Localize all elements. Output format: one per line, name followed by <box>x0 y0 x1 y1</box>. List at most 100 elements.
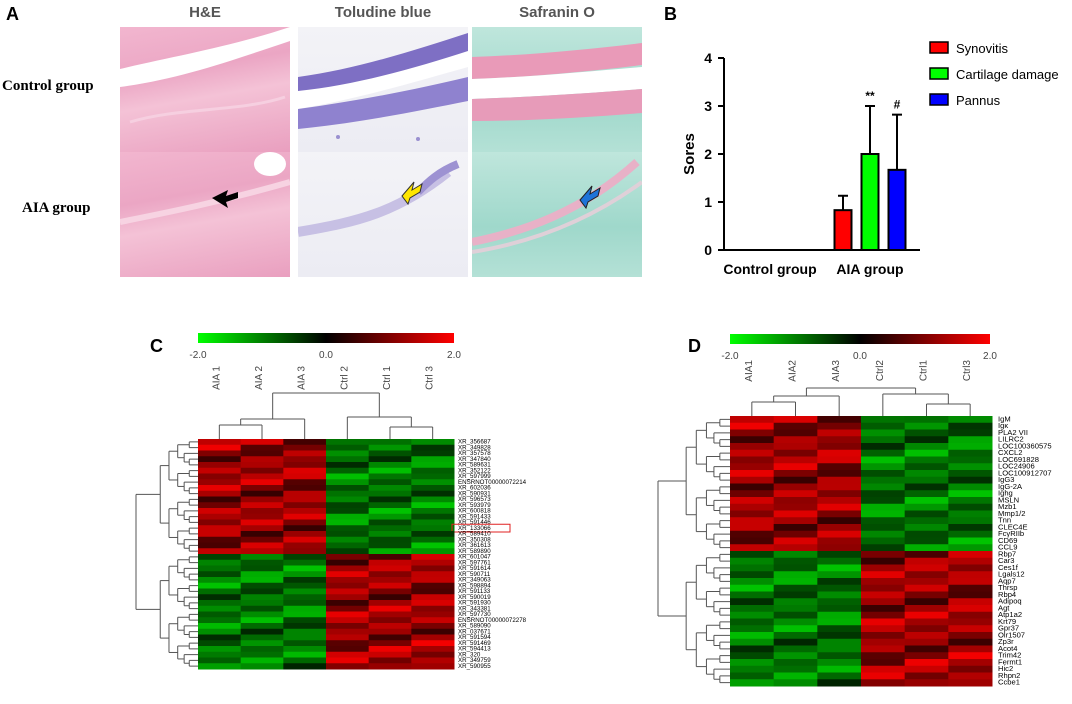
heatmap-cell <box>198 634 242 641</box>
heatmap-cell <box>198 623 242 630</box>
heatmap-cell <box>240 456 284 463</box>
heatmap-cell <box>861 476 906 484</box>
heatmap-cell <box>368 640 412 647</box>
highlight-box <box>451 523 511 533</box>
heatmap-cell <box>904 470 949 478</box>
heatmap-cell <box>817 632 862 640</box>
gene-label: IgG-2A <box>998 482 1023 491</box>
heatmap-cell <box>198 657 242 664</box>
heatmap-cell <box>368 559 412 566</box>
heatmap-cell <box>730 510 775 518</box>
gene-label: Aqp7 <box>998 576 1016 585</box>
heatmap-cell <box>773 524 818 532</box>
heatmap-cell <box>861 645 906 653</box>
heatmap-cell <box>948 490 993 498</box>
heatmap-cell <box>773 551 818 559</box>
panel-label-c: C <box>150 336 163 356</box>
y-axis-label: Sores <box>681 133 698 175</box>
heatmap-cell <box>730 679 775 687</box>
heatmap-cell <box>904 517 949 525</box>
y-tick-label: 4 <box>704 50 712 66</box>
heatmap-cell <box>198 456 242 463</box>
gene-label: XR_356687 <box>458 439 491 446</box>
heatmap-cell <box>240 554 284 561</box>
heatmap-cell <box>368 444 412 451</box>
heatmap-cell <box>411 657 455 664</box>
gene-label: XR_597730 <box>458 611 491 618</box>
heatmap-cell <box>773 436 818 444</box>
heatmap-cell <box>411 588 455 595</box>
heatmap-cell <box>411 628 455 635</box>
heatmap-cell <box>817 625 862 633</box>
heatmap-cell <box>368 473 412 480</box>
column-label: AIA3 <box>831 360 842 382</box>
heatmap-cell <box>948 429 993 437</box>
heatmap-cell <box>240 634 284 641</box>
heatmap-cell <box>283 657 327 664</box>
heatmap-cell <box>948 422 993 430</box>
gene-label: XR_590955 <box>458 663 491 670</box>
heatmap-cell <box>948 416 993 424</box>
image-control-safranin <box>472 27 642 152</box>
heatmap-cell <box>773 605 818 613</box>
heatmap-cell <box>198 663 242 670</box>
gene-label: XR_361613 <box>458 542 491 549</box>
gene-label: XR_590019 <box>458 594 491 601</box>
heatmap-cell <box>817 598 862 606</box>
gene-label: Krt79 <box>998 617 1016 626</box>
gene-label: XR_589090 <box>458 623 491 630</box>
heatmap-cell <box>817 503 862 511</box>
gene-label: Rhpn2 <box>998 671 1020 680</box>
heatmap-cell <box>326 600 370 607</box>
heatmap-cell <box>904 463 949 471</box>
heatmap-cell <box>948 652 993 660</box>
heatmap-cell <box>240 594 284 601</box>
bar <box>887 168 907 251</box>
heatmap-cell <box>198 467 242 474</box>
heatmap-cell <box>368 531 412 538</box>
heatmap-cell <box>411 502 455 509</box>
heatmap-cell <box>773 564 818 572</box>
bar <box>860 153 880 251</box>
gene-label: CLEC4E <box>998 522 1028 531</box>
heatmap-cell <box>817 470 862 478</box>
heatmap-cell <box>773 598 818 606</box>
heatmap-cell <box>861 443 906 451</box>
heatmap-cell <box>817 557 862 565</box>
heatmap-cell <box>773 530 818 538</box>
heatmap-cell <box>411 571 455 578</box>
heatmap-cell <box>861 625 906 633</box>
heatmap-cell <box>904 591 949 599</box>
heatmap-cell <box>730 564 775 572</box>
heatmap-cell <box>861 416 906 424</box>
heatmap-cell <box>326 646 370 653</box>
heatmap-cell <box>326 450 370 457</box>
col-title-safranin: Safranin O <box>519 4 595 21</box>
heatmap-cell <box>240 577 284 584</box>
heatmap-cell <box>240 490 284 497</box>
heatmap-cell <box>368 623 412 630</box>
heatmap-cell <box>861 638 906 646</box>
heatmap-cell <box>773 578 818 586</box>
heatmap-cell <box>368 485 412 492</box>
heatmap-cell <box>817 422 862 430</box>
heatmap-cell <box>817 443 862 451</box>
heatmap-cell <box>368 617 412 624</box>
heatmap-cell <box>730 665 775 673</box>
heatmap-cell <box>904 456 949 464</box>
heatmap-cell <box>817 679 862 687</box>
heatmap-cell <box>861 436 906 444</box>
heatmap-cell <box>817 571 862 579</box>
heatmap-cell <box>411 617 455 624</box>
heatmap-cell <box>240 473 284 480</box>
heatmap-cell <box>283 634 327 641</box>
heatmap-cell <box>948 578 993 586</box>
col-title-he: H&E <box>189 4 221 21</box>
color-scale-bar <box>198 333 454 343</box>
heatmap-cell <box>948 659 993 667</box>
heatmap-cell <box>861 456 906 464</box>
gene-label: Olr1507 <box>998 630 1025 639</box>
heatmap-cell <box>368 496 412 503</box>
heatmap-cell <box>240 565 284 572</box>
heatmap-cell <box>817 645 862 653</box>
